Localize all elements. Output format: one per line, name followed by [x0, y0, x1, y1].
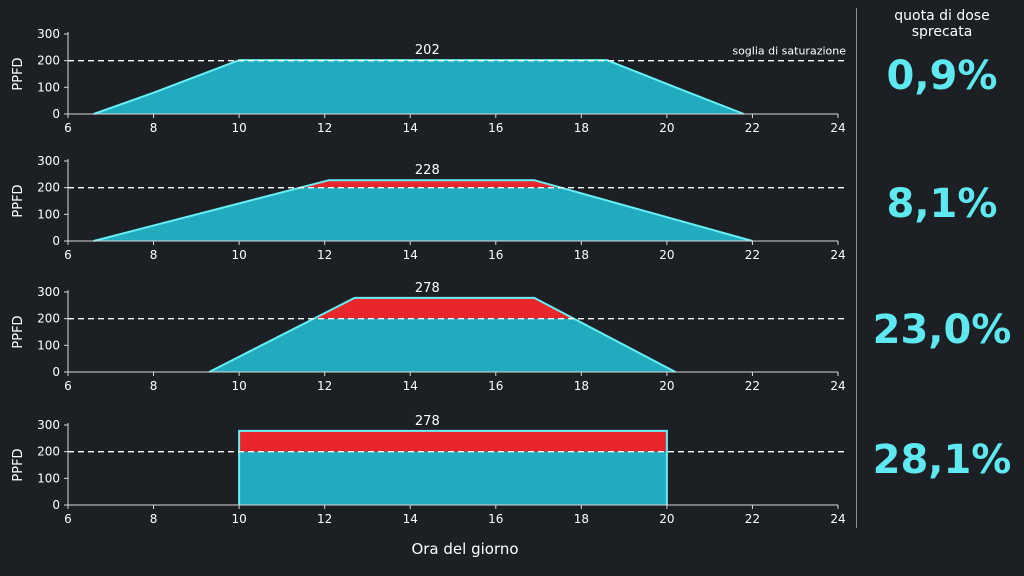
y-tick-label: 100	[37, 80, 60, 94]
x-tick-label: 10	[231, 379, 246, 393]
x-tick-label: 24	[830, 512, 845, 526]
x-tick-label: 10	[231, 248, 246, 262]
x-tick-label: 12	[317, 512, 332, 526]
x-tick-label: 20	[659, 379, 674, 393]
wasted-share-value-2: 8,1%	[886, 181, 998, 227]
chart-panel-1: 0 100 200 300 6 8 10 12 14 16 18 20 22 24 PPFD 202 sogli…	[11, 27, 846, 135]
wasted-area	[239, 430, 667, 452]
ppfd-curve	[93, 179, 753, 242]
x-tick-label: 8	[150, 121, 158, 135]
x-tick-label: 24	[830, 248, 845, 262]
x-tick-label: 20	[659, 121, 674, 135]
y-axis-label: PPFD	[11, 57, 26, 90]
y-tick-label: 200	[37, 445, 60, 459]
y-tick-label: 200	[37, 312, 60, 326]
x-tick-label: 14	[403, 248, 418, 262]
x-tick-label: 8	[150, 512, 158, 526]
x-tick-label: 24	[830, 379, 845, 393]
y-tick-label: 0	[52, 365, 60, 379]
x-tick-label: 18	[574, 121, 589, 135]
y-tick-label: 200	[37, 54, 60, 68]
y-tick-label: 100	[37, 471, 60, 485]
panel-title: quota di dose sprecata	[894, 8, 990, 40]
threshold-label: soglia di saturazione	[732, 45, 846, 58]
peak-value-label: 202	[415, 43, 440, 58]
y-tick-label: 0	[52, 234, 60, 248]
x-tick-label: 6	[64, 121, 72, 135]
x-tick-label: 16	[488, 121, 503, 135]
x-tick-label: 22	[745, 248, 760, 262]
y-tick-label: 300	[37, 27, 60, 41]
useful-area	[209, 318, 676, 372]
x-tick-label: 10	[231, 512, 246, 526]
x-tick-label: 6	[64, 379, 72, 393]
y-axis-label: PPFD	[11, 315, 26, 348]
chart-panel-2: 0 100 200 300 6 8 10 12 14 16 18 20 22 24 PPFD 228	[11, 154, 846, 262]
peak-value-label: 278	[415, 414, 440, 429]
x-tick-label: 24	[830, 121, 845, 135]
x-tick-label: 8	[150, 248, 158, 262]
wasted-share-value-3: 23,0%	[872, 307, 1012, 353]
ppfd-curve	[238, 429, 668, 505]
wasted-area	[93, 180, 753, 188]
y-tick-label: 0	[52, 498, 60, 512]
x-tick-label: 22	[745, 512, 760, 526]
y-tick-label: 100	[37, 207, 60, 221]
peak-value-label: 228	[415, 163, 440, 178]
x-tick-label: 12	[317, 379, 332, 393]
x-tick-label: 16	[488, 512, 503, 526]
x-tick-label: 18	[574, 248, 589, 262]
y-axis-label: PPFD	[11, 448, 26, 481]
useful-area	[239, 451, 667, 505]
x-tick-label: 12	[317, 121, 332, 135]
y-tick-label: 300	[37, 285, 60, 299]
wasted-share-value-4: 28,1%	[872, 437, 1012, 483]
y-tick-label: 300	[37, 418, 60, 432]
panel-divider	[856, 8, 857, 528]
x-axis-label: Ora del giorno	[411, 540, 519, 558]
x-tick-label: 22	[745, 379, 760, 393]
ppfd-curve	[208, 296, 676, 373]
x-tick-label: 20	[659, 248, 674, 262]
x-tick-label: 18	[574, 379, 589, 393]
x-tick-label: 8	[150, 379, 158, 393]
x-tick-label: 10	[231, 121, 246, 135]
x-tick-label: 14	[403, 512, 418, 526]
y-tick-label: 0	[52, 107, 60, 121]
x-tick-label: 20	[659, 512, 674, 526]
wasted-area	[93, 60, 744, 61]
x-tick-label: 16	[488, 248, 503, 262]
peak-value-label: 278	[415, 281, 440, 296]
x-tick-label: 14	[403, 121, 418, 135]
wasted-share-value-1: 0,9%	[886, 53, 998, 99]
chart-panel-3: 0 100 200 300 6 8 10 12 14 16 18 20 22 24 PPFD 278	[11, 281, 846, 393]
x-tick-label: 16	[488, 379, 503, 393]
wasted-area	[209, 297, 676, 319]
y-tick-label: 100	[37, 338, 60, 352]
x-tick-label: 6	[64, 248, 72, 262]
x-tick-label: 18	[574, 512, 589, 526]
y-tick-label: 200	[37, 181, 60, 195]
y-tick-label: 300	[37, 154, 60, 168]
x-tick-label: 22	[745, 121, 760, 135]
x-tick-label: 14	[403, 379, 418, 393]
x-tick-label: 6	[64, 512, 72, 526]
chart-panel-4: 0 100 200 300 6 8 10 12 14 16 18 20 22 24 PPFD 278	[11, 414, 846, 526]
y-axis-label: PPFD	[11, 184, 26, 217]
x-tick-label: 12	[317, 248, 332, 262]
